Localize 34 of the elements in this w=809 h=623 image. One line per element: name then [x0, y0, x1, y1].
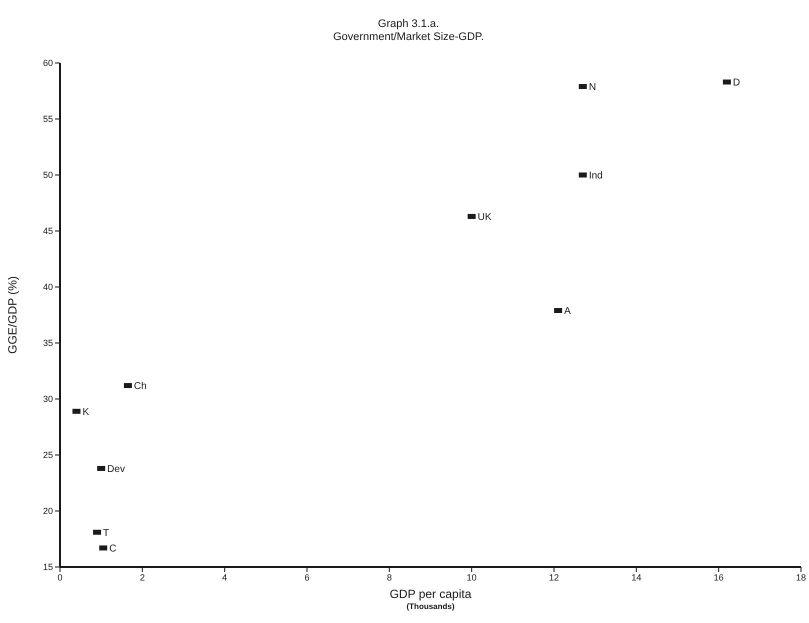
annotation: A	[564, 306, 572, 318]
annotation: N	[588, 82, 596, 94]
x-tick-label: 8	[386, 572, 392, 582]
annotation: UK	[478, 212, 492, 223]
annotation: K	[82, 406, 90, 418]
x-tick-label: 16	[714, 572, 724, 582]
annotation: Dev	[107, 464, 125, 475]
x-tick-label: 14	[631, 572, 642, 582]
y-tick-label: 55	[42, 114, 53, 124]
y-tick-label: 35	[42, 338, 53, 348]
x-tick-label: 6	[304, 572, 310, 582]
annotation: C	[109, 544, 116, 555]
y-tick-label: 15	[42, 562, 53, 572]
x-tick-label: 10	[466, 572, 477, 582]
y-tick-label: 45	[42, 226, 53, 236]
y-tick-label: 50	[42, 170, 53, 180]
x-axis-title: GDP per capita (Thousands)	[388, 587, 472, 612]
annotation: Ch	[134, 381, 147, 392]
x-tick-label: 2	[140, 572, 145, 582]
x-tick-label: 18	[796, 572, 806, 582]
annotation: Ind	[588, 170, 603, 182]
chart-title: Graph 3.1.a.	[376, 18, 440, 31]
y-tick-label: 30	[42, 394, 53, 404]
x-tick-label: 0	[57, 572, 63, 582]
x-tick-label: 12	[548, 572, 560, 582]
y-axis-title: GGE/GDP (%)	[5, 276, 20, 354]
y-tick-label: 40	[42, 282, 53, 292]
x-tick-label: 4	[222, 572, 228, 582]
y-tick-label: 60	[42, 58, 53, 68]
y-tick-label: 25	[42, 450, 53, 460]
annotation: D	[732, 78, 740, 89]
annotation: T	[103, 528, 110, 539]
chart-subtitle: Government/Market Size-GDP.	[332, 31, 485, 44]
y-tick-label: 20	[42, 506, 53, 516]
